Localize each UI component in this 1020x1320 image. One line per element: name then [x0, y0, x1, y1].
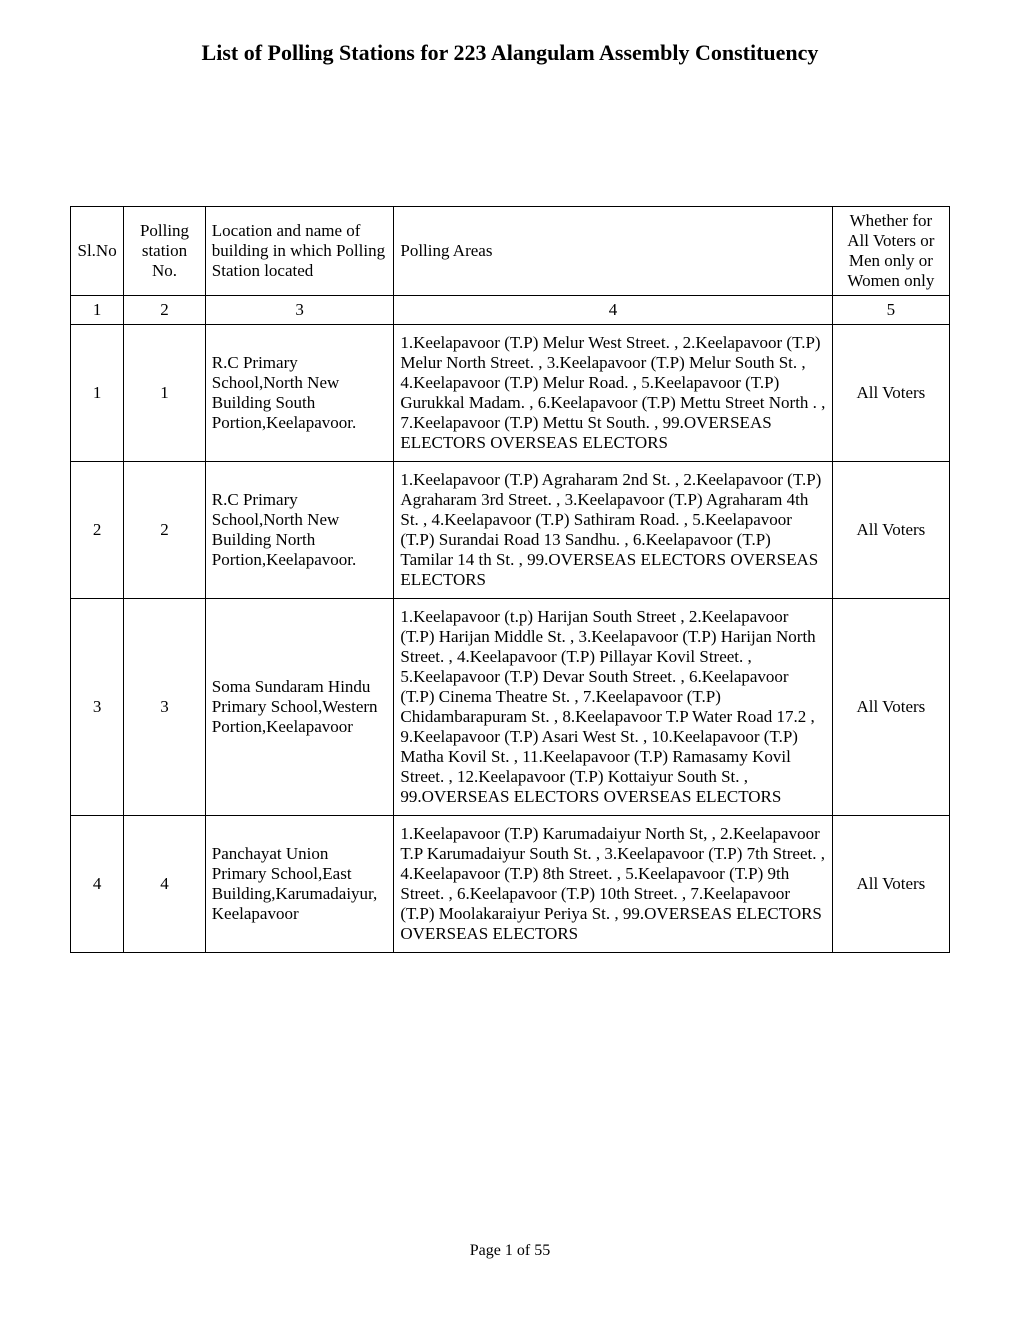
- header-slno: Sl.No: [71, 207, 124, 296]
- table-column-number-row: 1 2 3 4 5: [71, 296, 950, 325]
- table-row: 3 3 Soma Sundaram Hindu Primary School,W…: [71, 599, 950, 816]
- cell-slno: 2: [71, 462, 124, 599]
- cell-slno: 4: [71, 816, 124, 953]
- cell-areas: 1.Keelapavoor (T.P) Melur West Street. ,…: [394, 325, 832, 462]
- polling-stations-table: Sl.No Polling station No. Location and n…: [70, 206, 950, 953]
- cell-station: 1: [124, 325, 206, 462]
- cell-station: 2: [124, 462, 206, 599]
- cell-location: Soma Sundaram Hindu Primary School,Weste…: [205, 599, 394, 816]
- cell-slno: 3: [71, 599, 124, 816]
- header-location: Location and name of building in which P…: [205, 207, 394, 296]
- colnum-4: 4: [394, 296, 832, 325]
- page-title: List of Polling Stations for 223 Alangul…: [70, 40, 950, 66]
- cell-voters: All Voters: [832, 325, 949, 462]
- table-row: 4 4 Panchayat Union Primary School,East …: [71, 816, 950, 953]
- page-footer: Page 1 of 55: [0, 1242, 1020, 1260]
- table-row: 1 1 R.C Primary School,North New Buildin…: [71, 325, 950, 462]
- cell-areas: 1.Keelapavoor (t.p) Harijan South Street…: [394, 599, 832, 816]
- cell-slno: 1: [71, 325, 124, 462]
- header-areas: Polling Areas: [394, 207, 832, 296]
- colnum-1: 1: [71, 296, 124, 325]
- table-header-row: Sl.No Polling station No. Location and n…: [71, 207, 950, 296]
- table-body: 1 1 R.C Primary School,North New Buildin…: [71, 325, 950, 953]
- cell-location: R.C Primary School,North New Building No…: [205, 462, 394, 599]
- cell-station: 4: [124, 816, 206, 953]
- colnum-5: 5: [832, 296, 949, 325]
- cell-areas: 1.Keelapavoor (T.P) Karumadaiyur North S…: [394, 816, 832, 953]
- cell-voters: All Voters: [832, 599, 949, 816]
- cell-location: R.C Primary School,North New Building So…: [205, 325, 394, 462]
- colnum-2: 2: [124, 296, 206, 325]
- cell-areas: 1.Keelapavoor (T.P) Agraharam 2nd St. , …: [394, 462, 832, 599]
- cell-voters: All Voters: [832, 816, 949, 953]
- colnum-3: 3: [205, 296, 394, 325]
- table-row: 2 2 R.C Primary School,North New Buildin…: [71, 462, 950, 599]
- cell-location: Panchayat Union Primary School,East Buil…: [205, 816, 394, 953]
- cell-voters: All Voters: [832, 462, 949, 599]
- header-station: Polling station No.: [124, 207, 206, 296]
- header-voters: Whether for All Voters or Men only or Wo…: [832, 207, 949, 296]
- cell-station: 3: [124, 599, 206, 816]
